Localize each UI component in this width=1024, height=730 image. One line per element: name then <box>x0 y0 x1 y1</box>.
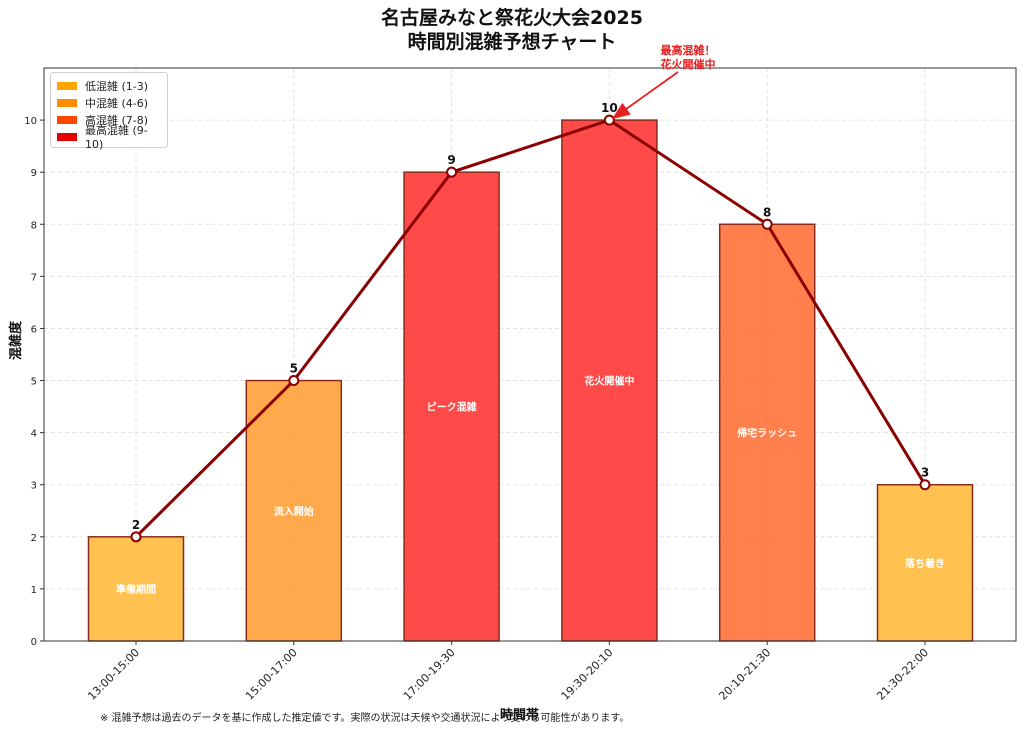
x-tick-label: 19:30-20:10 <box>559 646 616 703</box>
trend-line <box>134 118 927 538</box>
y-axis-label: 混雑度 <box>9 320 24 360</box>
trend-point-5 <box>919 479 931 491</box>
y-tick-label: 1 <box>31 585 37 596</box>
footnote: ※ 混雑予想は過去のデータを基に作成した推定値です。実際の状況は天候や交通状況に… <box>100 713 630 724</box>
y-tick-label: 9 <box>31 168 37 179</box>
bar-label-1: 流入開始 <box>274 505 314 518</box>
annotation-text-2: 花火開催中 <box>661 57 716 71</box>
x-tick-label: 21:30-22:00 <box>874 646 931 703</box>
trend-point-3 <box>603 114 615 126</box>
value-label-0: 2 <box>132 518 140 532</box>
y-tick-label: 3 <box>31 481 37 492</box>
legend-swatch-2 <box>57 115 77 124</box>
legend-item-2: 高混雑 (7-8) <box>57 111 161 128</box>
y-tick-label: 4 <box>31 429 37 440</box>
value-label-3: 10 <box>601 101 618 115</box>
trend-point-1 <box>288 375 300 387</box>
bar-label-4: 帰宅ラッシュ <box>737 427 797 440</box>
plot-frame <box>43 67 1017 642</box>
x-tick-label: 20:10-21:30 <box>716 646 773 703</box>
bar-5 <box>876 483 974 642</box>
bar-0 <box>87 536 185 642</box>
bar-label-5: 落ち着き <box>905 557 945 570</box>
bar-label-0: 準備期間 <box>116 583 156 596</box>
legend-item-0: 低混雑 (1-3) <box>57 77 161 94</box>
legend-label-3: 最高混雑 (9-10) <box>85 124 148 151</box>
value-label-4: 8 <box>763 205 771 219</box>
x-tick-label: 17:00-19:30 <box>401 646 458 703</box>
value-label-5: 3 <box>921 466 929 480</box>
legend-label-2: 高混雑 (7-8) <box>85 113 149 127</box>
x-tick-label: 13:00-15:00 <box>85 646 142 703</box>
y-tick-label: 6 <box>31 324 37 335</box>
bar-1 <box>245 379 343 642</box>
legend-item-3: 最高混雑 (9-10) <box>57 124 161 151</box>
chart-title-line2: 時間別混雑予想チャート <box>407 31 617 53</box>
legend-swatch-0 <box>57 81 77 90</box>
trend-point-2 <box>446 166 458 178</box>
value-label-2: 9 <box>447 153 455 167</box>
annotation-text-1: 最高混雑！ <box>661 43 716 57</box>
legend-label-0: 低混雑 (1-3) <box>85 79 149 93</box>
legend-swatch-1 <box>57 98 77 107</box>
trend-point-0 <box>130 531 142 543</box>
y-tick-label: 10 <box>24 116 37 127</box>
legend-item-1: 中混雑 (4-6) <box>57 94 161 111</box>
bar-3 <box>561 119 658 642</box>
y-tick-label: 0 <box>31 637 37 648</box>
bar-4 <box>718 223 816 642</box>
bar-label-2: ピーク混雑 <box>427 401 477 414</box>
value-label-1: 5 <box>290 362 298 376</box>
y-tick-label: 8 <box>31 220 37 231</box>
y-tick-label: 5 <box>31 377 37 388</box>
chart-title-line1: 名古屋みなと祭花火大会2025 <box>381 7 643 29</box>
bar-2 <box>403 171 500 642</box>
chart-legend: 低混雑 (1-3) 中混雑 (4-6) 高混雑 (7-8) 最高混雑 (9-10) <box>50 72 168 151</box>
bar-label-3: 花火開催中 <box>584 375 634 388</box>
x-axis-label: 時間帯 <box>500 708 540 723</box>
annotation-arrow <box>611 71 679 120</box>
trend-point-4 <box>761 218 773 230</box>
y-tick-label: 2 <box>31 533 37 544</box>
y-tick-label: 7 <box>31 272 37 283</box>
x-tick-label: 15:00-17:00 <box>243 646 300 703</box>
legend-swatch-3 <box>57 132 77 141</box>
legend-label-1: 中混雑 (4-6) <box>85 96 149 110</box>
